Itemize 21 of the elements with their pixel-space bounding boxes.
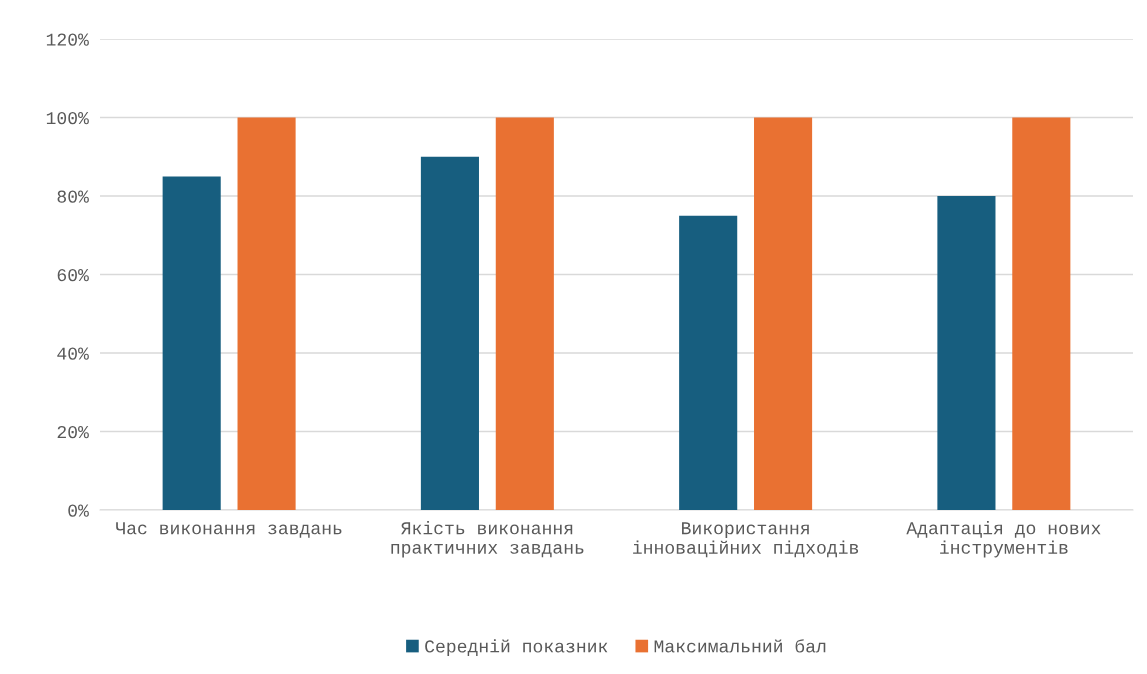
- y-tick-label: 80%: [57, 190, 89, 203]
- x-tick-label: Якість виконання практичних завдань: [391, 521, 584, 558]
- y-tick-label: 120%: [46, 33, 89, 46]
- bar: [237, 117, 296, 510]
- bar: [679, 215, 738, 510]
- legend-label: Максимальний бал: [654, 639, 826, 653]
- y-tick-label: 20%: [57, 425, 89, 439]
- y-tick-label: 100%: [46, 111, 89, 125]
- bar: [162, 176, 221, 510]
- x-tick-label: Час виконання завдань: [116, 522, 342, 538]
- bar: [937, 196, 996, 510]
- bar: [1012, 117, 1071, 510]
- bar: [420, 156, 479, 510]
- x-tick-label: Адаптація до нових інструментів: [906, 521, 1101, 558]
- y-tick-label: 60%: [57, 268, 89, 282]
- x-tick-label: Використання інноваційних підходів: [633, 522, 859, 558]
- bar: [754, 117, 813, 510]
- legend-label: Середній показник: [425, 639, 608, 657]
- y-tick-label: 40%: [57, 347, 89, 360]
- bar: [495, 117, 554, 510]
- y-tick-label: 0%: [68, 504, 89, 517]
